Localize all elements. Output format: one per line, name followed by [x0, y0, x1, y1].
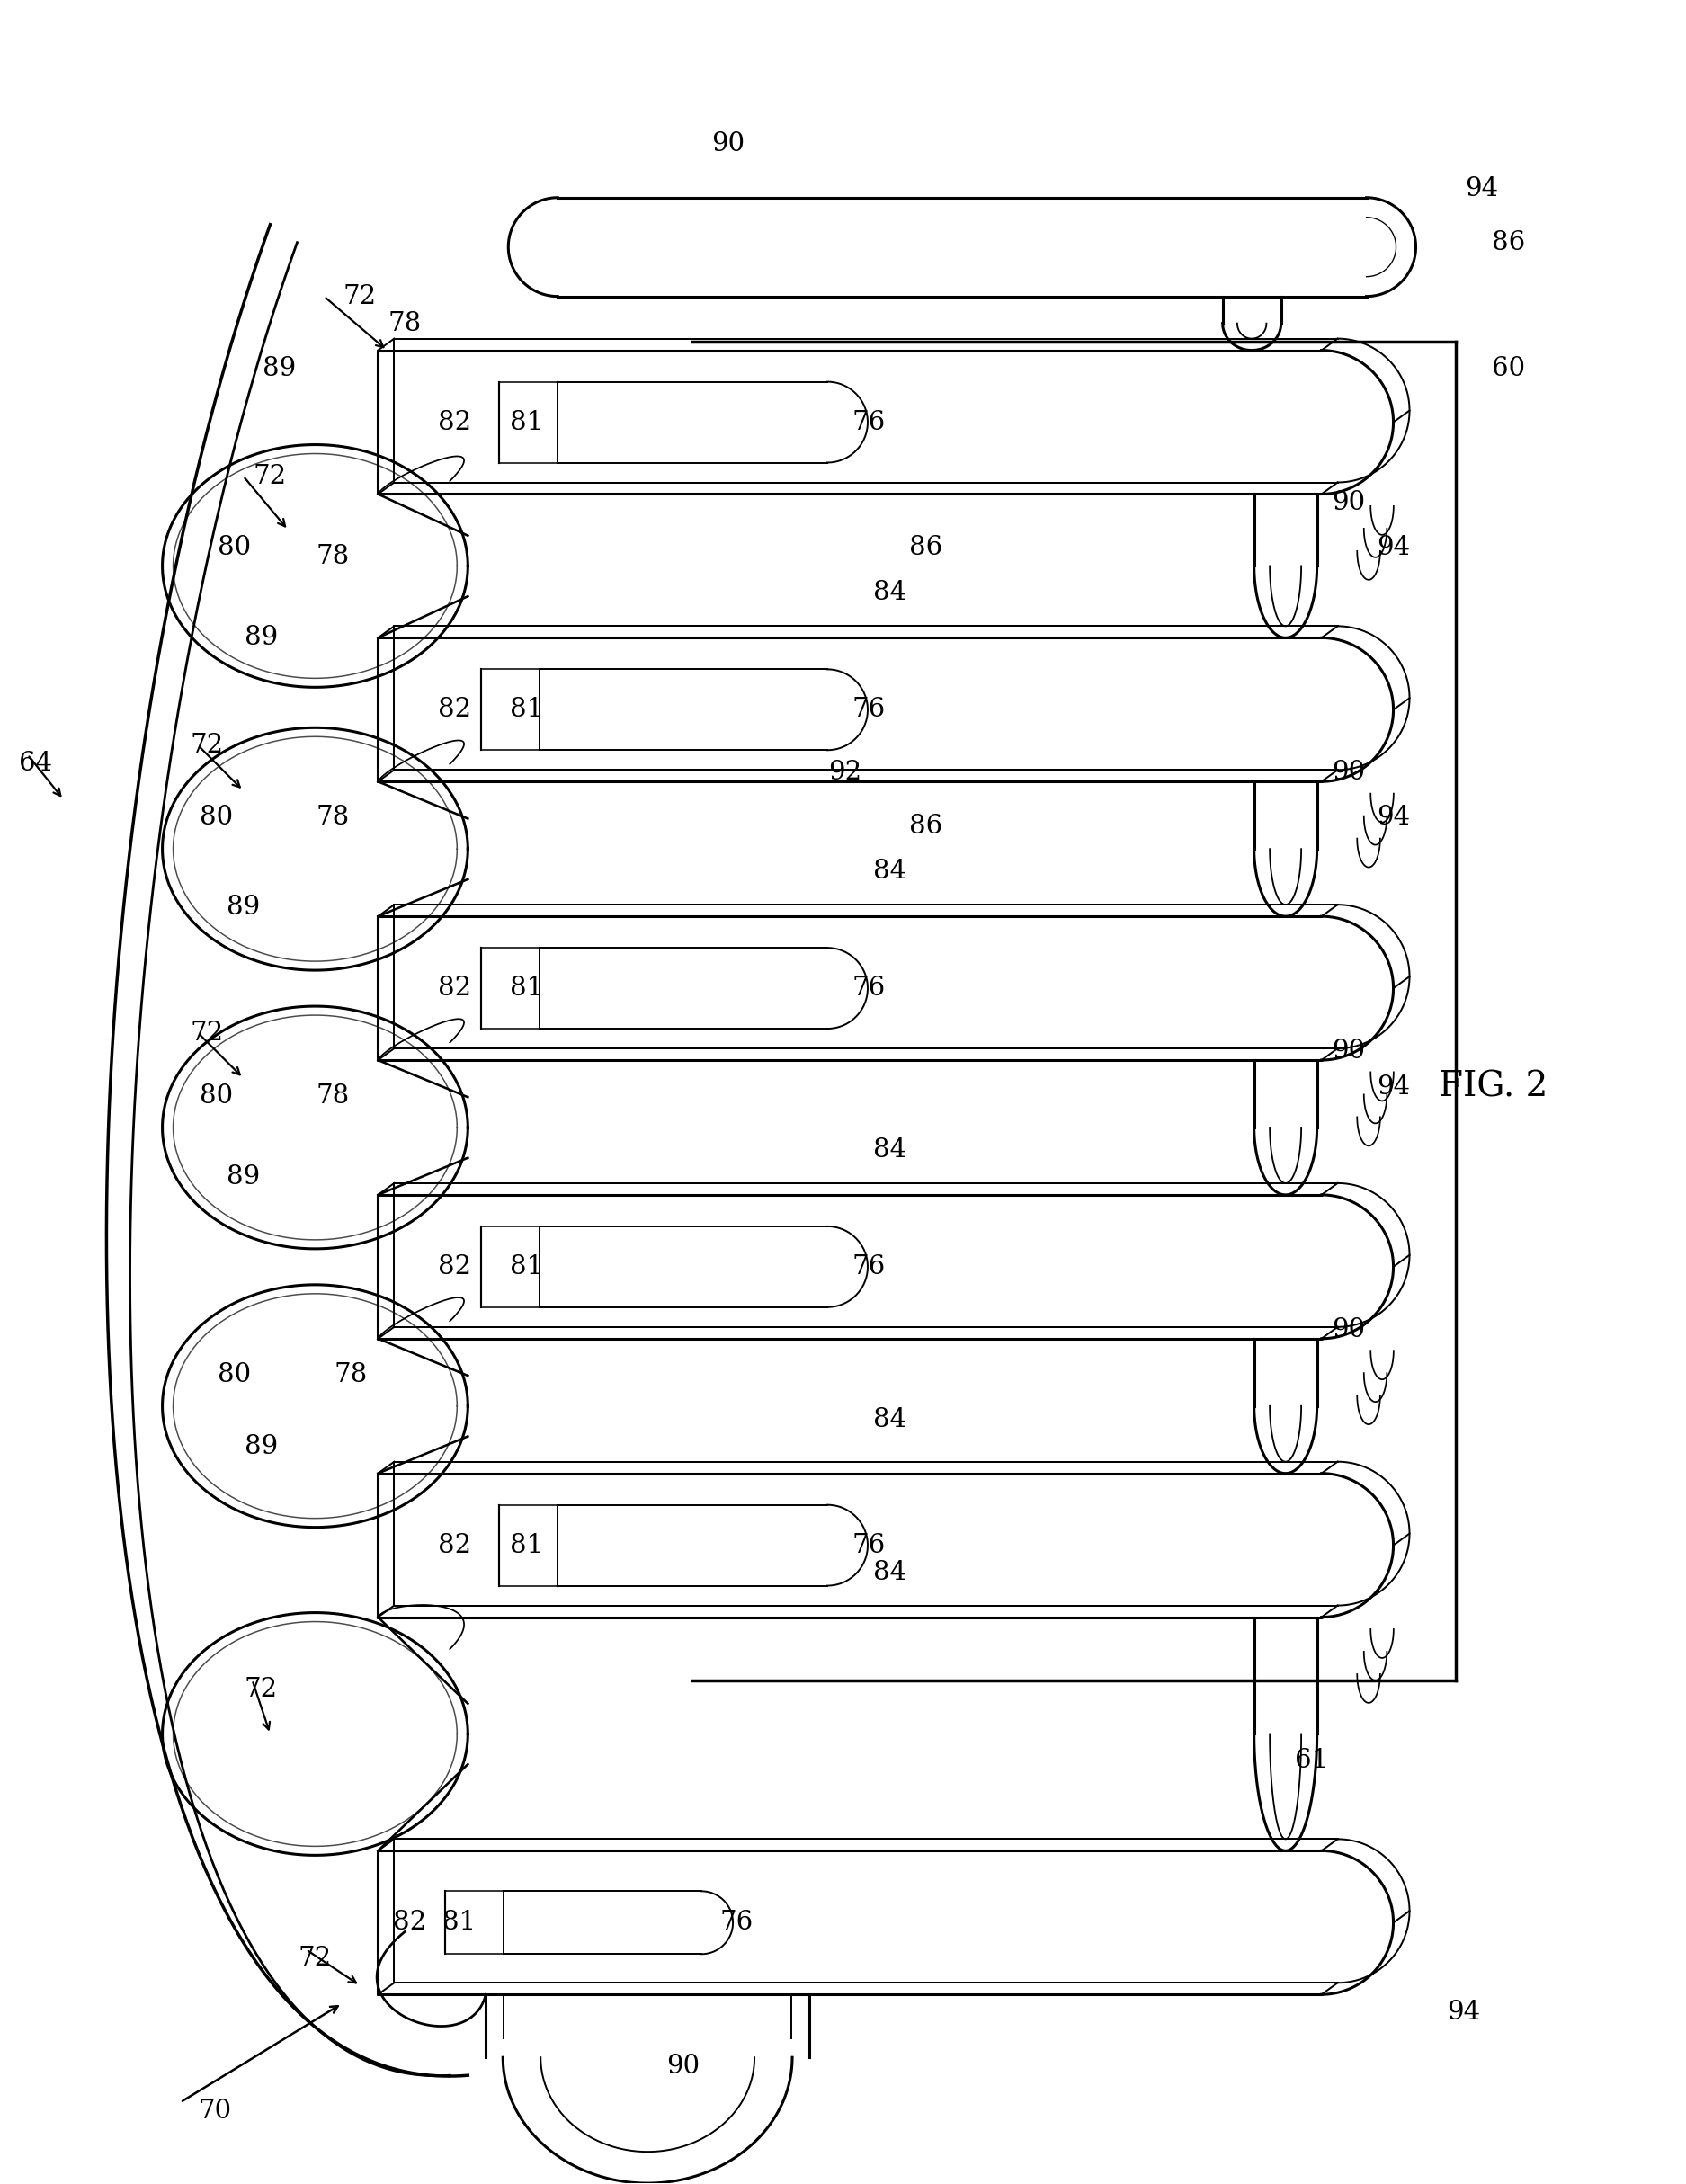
Text: 81: 81: [509, 697, 543, 723]
Text: 72: 72: [253, 463, 287, 489]
Text: 90: 90: [1332, 491, 1366, 515]
Text: FIG. 2: FIG. 2: [1438, 1070, 1548, 1103]
Text: 94: 94: [1377, 806, 1409, 830]
Text: 94: 94: [1465, 177, 1499, 201]
Text: 72: 72: [191, 1020, 224, 1046]
Text: 82: 82: [438, 1533, 470, 1557]
Text: 94: 94: [1377, 1075, 1409, 1101]
Text: 81: 81: [509, 411, 543, 435]
Text: 78: 78: [317, 1083, 349, 1109]
Text: 82: 82: [438, 411, 470, 435]
Text: 61: 61: [1295, 1749, 1329, 1773]
Text: 94: 94: [1377, 535, 1409, 561]
Text: 89: 89: [244, 625, 278, 651]
Text: 76: 76: [720, 1911, 754, 1935]
Text: 89: 89: [263, 356, 297, 380]
Text: 90: 90: [668, 2053, 700, 2079]
Text: 94: 94: [1447, 2001, 1480, 2025]
Text: 81: 81: [509, 976, 543, 1000]
Text: 84: 84: [873, 1559, 907, 1586]
Text: 84: 84: [873, 581, 907, 605]
Text: 84: 84: [873, 858, 907, 885]
Text: 90: 90: [1332, 1317, 1366, 1343]
Text: 60: 60: [1492, 356, 1526, 380]
Text: 80: 80: [199, 806, 233, 830]
Text: 70: 70: [199, 2099, 231, 2123]
Text: 89: 89: [226, 895, 260, 919]
Text: 92: 92: [828, 760, 862, 786]
Text: 72: 72: [191, 734, 224, 758]
Text: 76: 76: [851, 411, 885, 435]
Text: 82: 82: [438, 976, 470, 1000]
Text: 76: 76: [851, 1533, 885, 1557]
Text: 72: 72: [244, 1677, 278, 1701]
Text: 89: 89: [244, 1435, 278, 1459]
Text: 82: 82: [438, 697, 470, 723]
Text: 90: 90: [1332, 760, 1366, 786]
Text: 72: 72: [344, 284, 376, 308]
Text: 84: 84: [873, 1138, 907, 1162]
Text: 80: 80: [217, 1363, 251, 1387]
Text: 72: 72: [298, 1946, 332, 1972]
Text: 90: 90: [711, 131, 745, 157]
Text: 86: 86: [909, 815, 942, 839]
Text: 76: 76: [851, 1254, 885, 1280]
Text: 78: 78: [317, 544, 349, 570]
Text: 78: 78: [388, 310, 422, 336]
Text: 81: 81: [442, 1911, 475, 1935]
Text: 89: 89: [226, 1164, 260, 1190]
Text: 81: 81: [509, 1254, 543, 1280]
Text: 64: 64: [19, 751, 52, 775]
Text: 81: 81: [509, 1533, 543, 1557]
Text: 86: 86: [909, 535, 942, 561]
Text: 76: 76: [851, 976, 885, 1000]
Text: 82: 82: [438, 1254, 470, 1280]
Text: 78: 78: [334, 1363, 368, 1387]
Text: 76: 76: [851, 697, 885, 723]
Text: 84: 84: [873, 1406, 907, 1433]
Text: 80: 80: [217, 535, 251, 561]
Text: 90: 90: [1332, 1040, 1366, 1064]
Text: 82: 82: [393, 1911, 427, 1935]
Text: 80: 80: [199, 1083, 233, 1109]
Text: 78: 78: [317, 806, 349, 830]
Text: 86: 86: [1492, 229, 1526, 256]
